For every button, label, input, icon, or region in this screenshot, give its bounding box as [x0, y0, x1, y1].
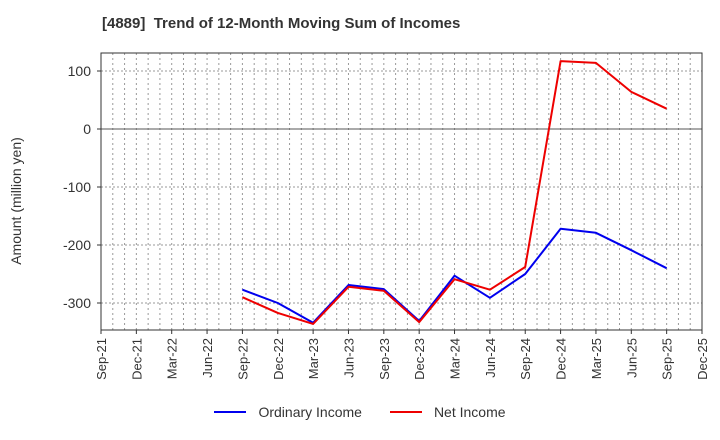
y-tick-label: 0	[83, 121, 91, 137]
x-tick-label: Mar-25	[589, 338, 604, 379]
x-tick-label: Dec-24	[554, 338, 569, 380]
x-tick-label: Dec-25	[695, 338, 710, 380]
x-tick-label: Dec-22	[271, 338, 286, 380]
y-tick-label: -300	[63, 295, 91, 311]
net-income-line	[241, 60, 668, 325]
x-tick-label: Jun-23	[341, 338, 356, 378]
y-tick-label: -100	[63, 179, 91, 195]
x-tick-label: Mar-24	[448, 338, 463, 379]
x-tick-label: Sep-22	[235, 338, 250, 380]
grid-lines	[101, 53, 702, 330]
legend-label: Net Income	[433, 404, 506, 420]
x-tick-label: Dec-21	[129, 338, 144, 380]
chart-title: [4889] Trend of 12-Month Moving Sum of I…	[102, 15, 461, 32]
legend: Ordinary Income Net Income	[0, 404, 720, 420]
y-tick-label: -200	[63, 237, 91, 253]
x-tick-label: Sep-21	[94, 338, 109, 380]
y-tick-label: 100	[68, 63, 92, 79]
x-tick-label: Mar-22	[165, 338, 180, 379]
y-axis-ticks: 100 0 -100 -200 -300	[63, 63, 101, 311]
net-income-swatch-icon	[389, 411, 422, 413]
x-tick-label: Sep-23	[377, 338, 392, 380]
x-tick-label: Jun-24	[483, 338, 498, 378]
ordinary-income-swatch-icon	[214, 411, 247, 413]
legend-item-net-income: Net Income	[389, 404, 506, 420]
plot-frame	[100, 52, 703, 331]
x-axis-ticks: Sep-21 Dec-21 Mar-22 Jun-22 Sep-22 Dec-22 Mar-…	[94, 330, 710, 380]
x-tick-label: Dec-23	[412, 338, 427, 380]
legend-item-ordinary-income: Ordinary Income	[214, 404, 362, 420]
legend-label: Ordinary Income	[258, 404, 362, 420]
data-series	[241, 60, 668, 325]
x-tick-label: Sep-25	[660, 338, 675, 380]
x-tick-label: Jun-25	[624, 338, 639, 378]
x-tick-label: Sep-24	[518, 338, 533, 380]
x-tick-label: Mar-23	[306, 338, 321, 379]
x-tick-label: Jun-22	[200, 338, 215, 378]
